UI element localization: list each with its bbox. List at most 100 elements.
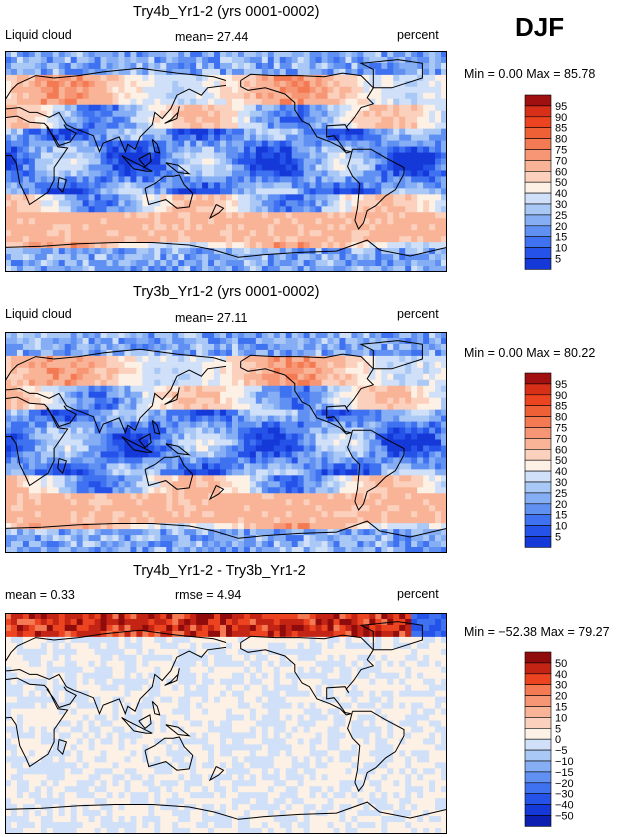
panel2-map-cell xyxy=(34,445,42,452)
panel2-map-cell xyxy=(237,493,245,500)
panel1-map-cell xyxy=(76,116,84,124)
panel1-map-cell xyxy=(411,260,418,267)
panel2-map-cell xyxy=(88,463,95,470)
panel1-map-cell xyxy=(231,254,239,261)
panel2-map-cell xyxy=(291,487,299,494)
panel1-map-cell xyxy=(267,152,275,159)
panel2-map-cell xyxy=(285,367,293,375)
panel1-map-cell xyxy=(375,92,382,100)
panel2-map-cell xyxy=(327,332,334,339)
panel1-map-cell xyxy=(237,51,245,58)
panel1-map-cell xyxy=(22,56,30,64)
panel2-map-cell xyxy=(142,349,149,357)
panel2-map-cell xyxy=(357,367,364,375)
panel2-map-cell xyxy=(178,332,185,339)
panel1-map-cell xyxy=(441,230,447,237)
panel1-map-cell xyxy=(166,266,173,272)
panel1-map-cell xyxy=(405,98,412,106)
panel1-map-cell xyxy=(417,116,424,124)
panel2-map-cell xyxy=(393,421,400,428)
panel2-map-cell xyxy=(267,499,275,506)
panel2-map-cell xyxy=(5,391,12,399)
panel2-map-cell xyxy=(321,433,328,440)
panel1-map-cell xyxy=(309,86,316,94)
panel2-map-cell xyxy=(285,475,293,482)
panel1-map-cell xyxy=(345,116,352,124)
panel1-colorbar-tick-label: 10 xyxy=(555,243,567,255)
panel2-map-cell xyxy=(261,403,269,411)
panel2-map-cell xyxy=(28,337,36,345)
panel1-map-cell xyxy=(190,86,197,94)
panel2-map-cell xyxy=(231,451,239,458)
panel1-map-cell xyxy=(231,92,239,100)
panel2-map-cell xyxy=(166,475,173,482)
panel1-map-cell xyxy=(363,266,370,272)
panel1-colorbar-swatch xyxy=(524,203,552,216)
panel1-map-cell xyxy=(40,194,48,201)
panel1-map-cell xyxy=(405,152,412,159)
panel2-map-cell xyxy=(28,373,36,381)
panel2-map-cell xyxy=(351,499,358,506)
panel1-map-cell xyxy=(231,176,239,183)
panel2-map-cell xyxy=(64,391,72,399)
panel2-map-cell xyxy=(339,445,346,452)
panel2-map-cell xyxy=(106,481,113,488)
panel2-map-cell xyxy=(142,337,149,345)
panel2-map-cell xyxy=(369,379,376,387)
panel2-map-cell xyxy=(255,355,263,363)
panel2-map-cell xyxy=(166,439,173,446)
panel1-map-cell xyxy=(154,176,161,183)
panel1-map-cell xyxy=(387,164,394,171)
panel2-map-cell xyxy=(28,349,36,357)
panel1-map-cell xyxy=(243,51,251,58)
panel2-map-cell xyxy=(154,469,161,476)
panel1-map-cell xyxy=(285,68,293,76)
panel2-map-cell xyxy=(441,427,447,434)
panel1-map-cell xyxy=(136,260,143,267)
panel2-map-cell xyxy=(435,481,442,488)
panel2-map-cell xyxy=(214,463,221,470)
panel1-map-cell xyxy=(231,104,239,112)
panel1-map-cell xyxy=(315,206,322,213)
panel1-map-cell xyxy=(405,51,412,58)
panel2-map-cell xyxy=(273,421,281,428)
panel2-map-cell xyxy=(196,409,203,417)
panel1-map-cell xyxy=(381,80,388,88)
panel2-map-cell xyxy=(5,439,12,446)
panel1-map-cell xyxy=(273,266,281,272)
panel1-map-cell xyxy=(393,182,400,189)
panel1-map-cell xyxy=(393,110,400,118)
panel1-map-cell xyxy=(375,170,382,177)
panel2-map-cell xyxy=(220,391,227,399)
panel2-map-cell xyxy=(333,463,340,470)
panel1-map-cell xyxy=(70,74,78,82)
panel2-map-cell xyxy=(10,397,18,405)
panel1-map-cell xyxy=(351,98,358,106)
panel1-map-cell xyxy=(417,218,424,225)
panel1-colorbar-swatch xyxy=(524,171,552,183)
panel1-map-cell xyxy=(375,266,382,272)
panel1-map-cell xyxy=(255,146,263,153)
panel2-map-cell xyxy=(64,397,72,405)
panel1-map-cell xyxy=(417,110,424,118)
panel1-map-cell xyxy=(226,188,233,195)
panel2-map-cell xyxy=(172,487,179,494)
panel1-map-cell xyxy=(315,110,322,118)
panel2-map-cell xyxy=(291,349,299,357)
panel1-map-cell xyxy=(423,152,430,159)
panel1-map-cell xyxy=(279,194,287,201)
panel2-map-cell xyxy=(46,481,54,488)
panel1-map-cell xyxy=(333,170,340,177)
panel1-map-cell xyxy=(321,56,328,64)
panel1-map-cell xyxy=(64,176,72,183)
panel1-map-cell xyxy=(214,98,221,106)
panel1-map-cell xyxy=(345,206,352,213)
panel2-map-cell xyxy=(160,469,167,476)
panel1-map-cell xyxy=(28,152,36,159)
panel1-map-cell xyxy=(399,182,406,189)
panel1-map-cell xyxy=(28,122,36,130)
panel2-map-cell xyxy=(369,481,376,488)
panel2-map-cell xyxy=(255,421,263,428)
panel1-map-cell xyxy=(435,206,442,213)
panel2-map-cell xyxy=(76,421,84,428)
